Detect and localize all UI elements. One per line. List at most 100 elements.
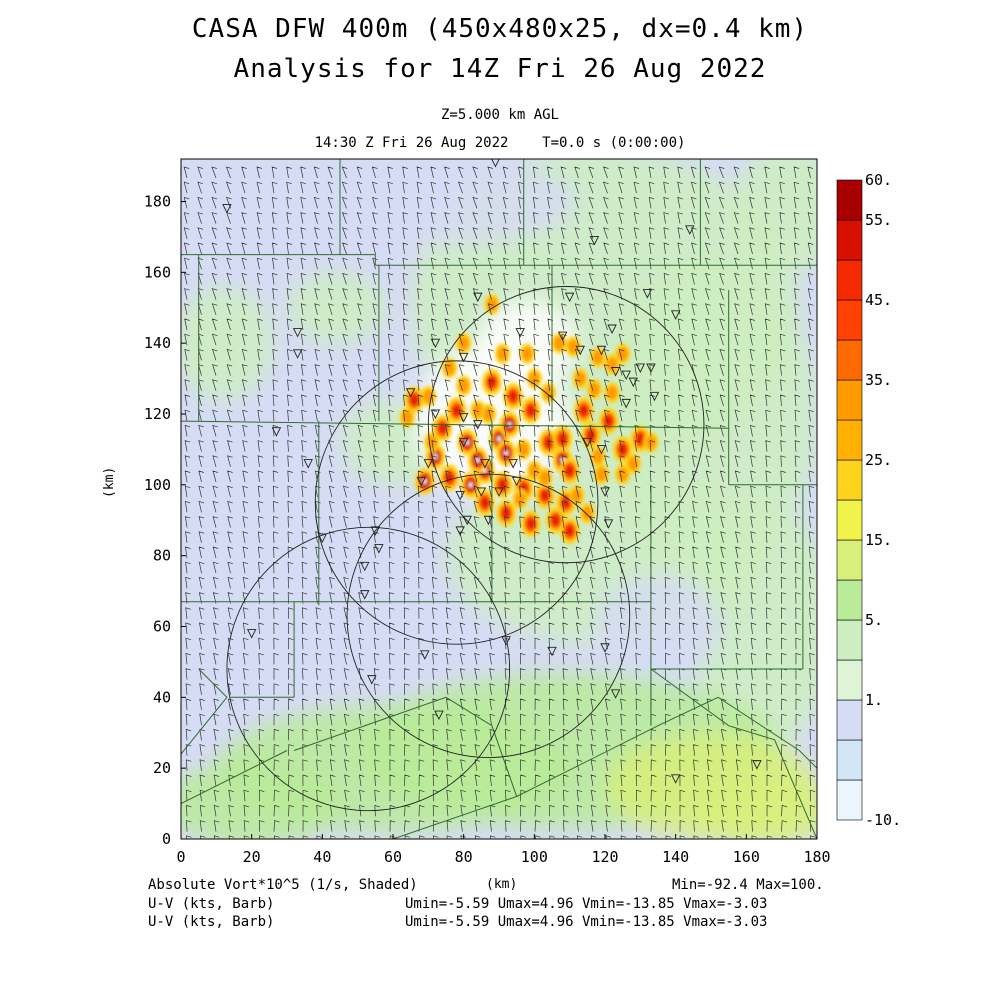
- vorticity-core: [522, 346, 533, 361]
- y-tick-label: 20: [153, 759, 171, 777]
- vorticity-core: [645, 435, 657, 450]
- vorticity-core: [483, 407, 494, 421]
- vorticity-core: [410, 394, 419, 406]
- level-label: Z=5.000 km AGL: [440, 107, 559, 123]
- colorbar-label: 35.: [865, 371, 892, 389]
- colorbar-bin: [836, 539, 863, 581]
- vorticity-core: [507, 421, 512, 428]
- station-marker: [547, 646, 557, 657]
- station-marker: [292, 349, 303, 359]
- station-marker: [603, 519, 614, 529]
- station-marker: [367, 675, 377, 685]
- y-tick-label: 0: [162, 830, 171, 848]
- vorticity-core: [504, 450, 509, 456]
- station-marker: [246, 629, 257, 639]
- station-marker: [458, 413, 469, 423]
- vorticity-core: [553, 336, 565, 351]
- radar-range-rings: [226, 286, 705, 812]
- station-marker: [621, 370, 631, 381]
- y-axis-label: (km): [102, 466, 117, 498]
- y-axis: 0 20 40 60 80 100 120 140 160 180: [144, 193, 186, 848]
- station-marker: [473, 292, 483, 303]
- field-blob: [181, 406, 348, 492]
- x-tick-label: 120: [591, 848, 618, 866]
- station-marker: [621, 398, 631, 409]
- vorticity-core: [438, 422, 447, 434]
- vorticity-core: [617, 467, 628, 482]
- vorticity-core: [497, 436, 501, 442]
- station-marker: [360, 590, 370, 600]
- x-tick-label: 60: [384, 848, 402, 866]
- field-blob: [181, 286, 273, 400]
- station-marker: [271, 427, 282, 437]
- station-marker: [303, 459, 313, 469]
- y-tick-label: 80: [153, 547, 171, 565]
- station-marker: [564, 292, 575, 303]
- x-tick-label: 20: [243, 848, 261, 866]
- field-blob: [693, 502, 817, 751]
- station-marker: [458, 437, 469, 448]
- y-tick-label: 180: [144, 193, 171, 211]
- vorticity-core: [592, 350, 604, 365]
- county-line: [181, 750, 288, 805]
- station-marker: [600, 487, 610, 497]
- colorbar-label: 60.: [865, 171, 892, 189]
- vorticity-core: [604, 415, 613, 427]
- station-marker: [596, 345, 607, 356]
- vorticity-core: [526, 518, 535, 530]
- station-marker: [317, 533, 328, 543]
- station-marker: [508, 459, 518, 469]
- station-marker: [494, 487, 504, 497]
- station-marker: [420, 650, 430, 660]
- station-marker: [685, 225, 695, 235]
- station-marker: [491, 159, 500, 168]
- barb-label-1: U-V (kts, Barb): [148, 896, 275, 912]
- vorticity-core: [540, 489, 550, 502]
- station-marker: [589, 236, 600, 246]
- vorticity-core: [606, 385, 618, 400]
- y-tick-label: 100: [144, 476, 171, 494]
- county-line: [293, 696, 493, 751]
- colorbar-label: 5.: [865, 611, 883, 629]
- vorticity-core: [565, 525, 574, 537]
- valid-time-label: 14:30 Z Fri 26 Aug 2022 T=0.0 s (0:00:00…: [314, 135, 686, 151]
- vorticity-core: [468, 482, 473, 488]
- colorbar-label: 25.: [865, 451, 892, 469]
- colorbar: 60. 55. 45. 35. 25. 15. 5. 1. -10.: [836, 171, 901, 829]
- station-marker: [480, 459, 490, 469]
- station-markers: [222, 159, 762, 784]
- vorticity-core: [458, 378, 469, 393]
- station-marker: [610, 367, 621, 377]
- vorticity-core: [475, 457, 480, 463]
- uv-range-2: Umin=-5.59 Umax=4.96 Vmin=-13.85 Vmax=-3…: [405, 914, 768, 930]
- station-marker: [610, 689, 621, 699]
- vorticity-core: [617, 346, 628, 361]
- vorticity-core: [571, 488, 582, 503]
- colorbar-bin: [836, 379, 863, 421]
- y-tick-label: 160: [144, 263, 171, 281]
- vorticity-core: [565, 465, 574, 477]
- colorbar-bin: [836, 219, 863, 261]
- field-blob: [181, 761, 340, 839]
- colorbar-bin: [836, 779, 863, 821]
- station-marker: [292, 328, 303, 338]
- vorticity-core: [575, 371, 586, 386]
- county-boundaries: [181, 159, 817, 839]
- station-marker: [455, 491, 465, 501]
- colorbar-bin: [836, 419, 863, 461]
- station-marker: [635, 363, 646, 373]
- station-marker: [360, 561, 370, 572]
- station-marker: [511, 476, 522, 487]
- colorbar-bin: [836, 299, 863, 341]
- station-marker: [600, 643, 610, 653]
- station-marker: [423, 459, 434, 469]
- station-marker: [752, 760, 762, 770]
- vorticity-core: [618, 443, 627, 456]
- field-label: Absolute Vort*10^5 (1/s, Shaded): [148, 877, 418, 893]
- x-tick-label: 100: [521, 848, 548, 866]
- vorticity-core: [518, 442, 529, 457]
- colorbar-label: 15.: [865, 531, 892, 549]
- station-marker: [416, 476, 426, 487]
- colorbar-bin: [836, 179, 863, 221]
- colorbar-bin: [836, 699, 863, 741]
